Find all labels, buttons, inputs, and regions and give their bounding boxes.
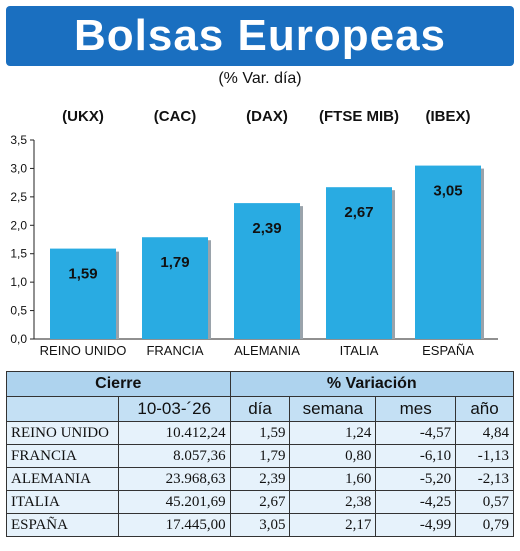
category-label: FRANCIA: [146, 343, 203, 358]
row-anio: 0,57: [455, 490, 514, 514]
table-row: ESPAÑA 17.445,00 3,05 2,17 -4,99 0,79: [6, 513, 514, 537]
bar-chart-svg: 0,0 0,5 1,0 1,5 2,0 2,5 3,0 3,5 1,59 (UKX) REINO U…: [10, 108, 498, 358]
y-tick-label: 2,0: [10, 218, 27, 232]
table-row: ALEMANIA 23.968,63 2,39 1,60 -5,20 -2,13: [6, 467, 514, 491]
row-mes: -4,25: [375, 490, 457, 514]
row-dia: 3,05: [229, 513, 291, 537]
title-banner: Bolsas Europeas: [6, 6, 514, 66]
row-name: ALEMANIA: [6, 467, 119, 491]
row-anio: 0,79: [455, 513, 514, 537]
table-row: ITALIA 45.201,69 2,67 2,38 -4,25 0,57: [6, 490, 514, 514]
header-anio: año: [455, 396, 514, 422]
row-anio: 4,84: [455, 421, 514, 445]
row-mes: -5,20: [375, 467, 457, 491]
category-label: ESPAÑA: [422, 343, 474, 358]
row-mes: -6,10: [375, 444, 457, 468]
row-anio: -1,13: [455, 444, 514, 468]
header-dia: día: [229, 396, 291, 422]
y-tick-label: 2,5: [10, 190, 27, 204]
index-label: (CAC): [154, 108, 197, 125]
y-tick-label: 3,5: [10, 133, 27, 147]
row-mes: -4,99: [375, 513, 457, 537]
quotes-table-wrap: Cierre % Variación 10-03-´26 día semana …: [6, 371, 515, 537]
row-name: ESPAÑA: [6, 513, 119, 537]
index-label: (UKX): [62, 108, 104, 125]
chart-subtitle: (% Var. día): [218, 70, 302, 87]
row-cierre: 8.057,36: [117, 444, 231, 468]
row-dia: 2,39: [229, 467, 291, 491]
index-label: (IBEX): [426, 108, 471, 125]
bar: [415, 165, 481, 339]
bar-value-label: 1,59: [68, 266, 97, 283]
row-name: REINO UNIDO: [6, 421, 119, 445]
y-tick-label: 0,5: [10, 304, 27, 318]
row-mes: -4,57: [375, 421, 457, 445]
y-tick-label: 3,0: [10, 161, 27, 175]
row-semana: 0,80: [289, 444, 377, 468]
header-cierre: Cierre: [6, 371, 231, 397]
category-label: ITALIA: [340, 343, 379, 358]
table-subheader-row: 10-03-´26 día semana mes año: [6, 396, 514, 422]
row-semana: 1,60: [289, 467, 377, 491]
bar: [234, 203, 300, 339]
header-mes: mes: [375, 396, 457, 422]
bar-value-label: 2,39: [252, 220, 281, 237]
row-dia: 1,59: [229, 421, 291, 445]
row-cierre: 23.968,63: [117, 467, 231, 491]
row-cierre: 10.412,24: [117, 421, 231, 445]
bar-chart: 0,0 0,5 1,0 1,5 2,0 2,5 3,0 3,5 1,59 (UKX) REINO U…: [0, 100, 520, 362]
y-tick-label: 0,0: [10, 332, 27, 346]
header-semana: semana: [289, 396, 377, 422]
quotes-table: Cierre % Variación 10-03-´26 día semana …: [6, 371, 515, 537]
row-semana: 1,24: [289, 421, 377, 445]
table-row: FRANCIA 8.057,36 1,79 0,80 -6,10 -1,13: [6, 444, 514, 468]
y-tick-label: 1,0: [10, 275, 27, 289]
bar: [142, 237, 208, 339]
row-name: ITALIA: [6, 490, 119, 514]
row-cierre: 17.445,00: [117, 513, 231, 537]
index-label: (FTSE MIB): [319, 108, 399, 125]
row-dia: 2,67: [229, 490, 291, 514]
table-header-row: Cierre % Variación: [6, 371, 515, 397]
index-label: (DAX): [246, 108, 288, 125]
row-name: FRANCIA: [6, 444, 119, 468]
bar: [50, 248, 116, 339]
header-variacion: % Variación: [229, 371, 515, 397]
row-semana: 2,38: [289, 490, 377, 514]
header-blank: [6, 396, 119, 422]
bar-value-label: 2,67: [344, 204, 373, 221]
y-tick-label: 1,5: [10, 247, 27, 261]
category-label: REINO UNIDO: [40, 343, 127, 358]
category-label: ALEMANIA: [234, 343, 300, 358]
bar-value-label: 1,79: [160, 254, 189, 271]
row-semana: 2,17: [289, 513, 377, 537]
header-date: 10-03-´26: [117, 396, 231, 422]
row-dia: 1,79: [229, 444, 291, 468]
bar: [326, 187, 392, 339]
row-anio: -2,13: [455, 467, 514, 491]
bar-value-label: 3,05: [433, 183, 462, 200]
table-row: REINO UNIDO 10.412,24 1,59 1,24 -4,57 4,…: [6, 421, 514, 445]
row-cierre: 45.201,69: [117, 490, 231, 514]
page-title: Bolsas Europeas: [73, 11, 447, 60]
